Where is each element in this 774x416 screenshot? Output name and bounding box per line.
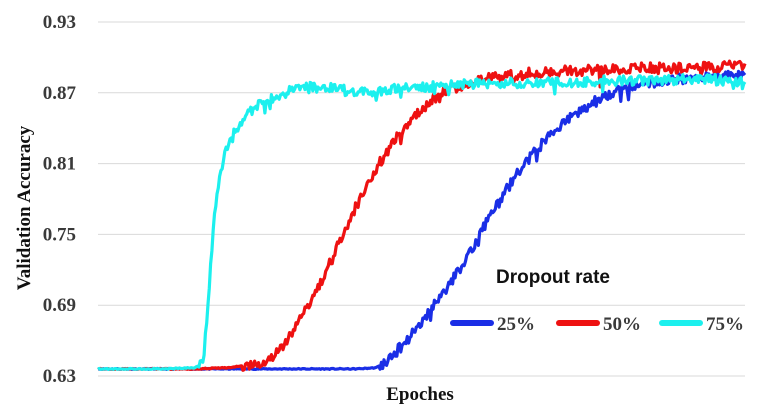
legend-label: 75%	[706, 314, 744, 335]
legend-item: 25%	[450, 314, 535, 335]
legend-label: 25%	[497, 314, 535, 335]
y-tick-label: 0.75	[43, 224, 76, 245]
legend: Dropout rate 25% 50% 75%	[450, 267, 744, 335]
legend-items: 25% 50% 75%	[450, 314, 744, 335]
legend-item: 75%	[659, 314, 744, 335]
legend-label: 50%	[603, 314, 641, 335]
y-axis-title: Validation Accuracy	[14, 125, 35, 290]
series-line-3	[97, 72, 747, 371]
series-line-2	[97, 59, 747, 372]
gridlines	[98, 21, 745, 377]
legend-item: 50%	[556, 314, 641, 335]
y-tick-label: 0.93	[43, 12, 76, 33]
series-lines	[97, 59, 747, 372]
y-tick-label: 0.81	[43, 154, 76, 175]
legend-title: Dropout rate	[496, 267, 610, 288]
y-axis-tick-labels: 0.63 0.69 0.75 0.81 0.87 0.93	[43, 12, 77, 387]
y-tick-label: 0.87	[43, 83, 77, 104]
y-tick-label: 0.63	[43, 366, 76, 387]
y-tick-label: 0.69	[43, 295, 76, 316]
series-line-1	[97, 69, 747, 371]
x-axis-title: Epoches	[386, 384, 454, 405]
